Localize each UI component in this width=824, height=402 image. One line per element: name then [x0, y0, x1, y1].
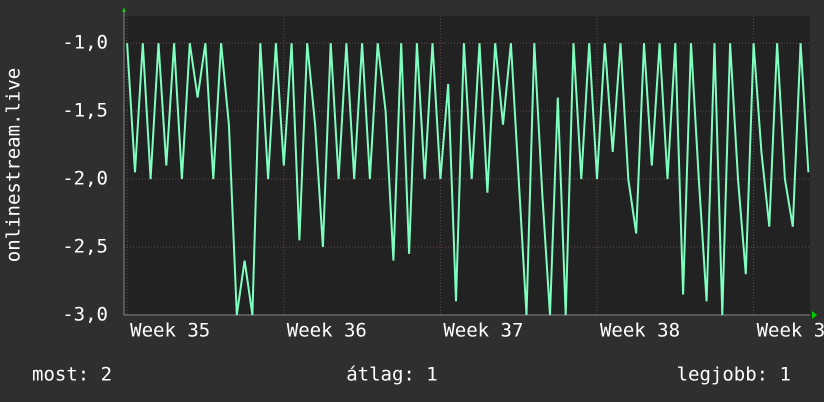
data-line [126, 43, 810, 316]
x-tick-label: Week 38 [600, 320, 680, 342]
y-axis-label: onlinestream.live [3, 68, 25, 262]
y-tick-label: -3,0 [62, 304, 108, 326]
x-axis-arrow [812, 311, 817, 319]
footer-average: átlag: 1 [346, 364, 438, 386]
x-tick-label: Week 39 [757, 320, 824, 342]
x-tick-label: Week 37 [443, 320, 523, 342]
y-tick-label: -1,5 [62, 100, 108, 122]
footer-current: most: 2 [32, 364, 112, 386]
y-tick-label: -2,0 [62, 168, 108, 190]
x-tick-label: Week 35 [130, 320, 210, 342]
footer-best: legjobb: 1 [677, 364, 791, 386]
y-tick-label: -1,0 [62, 32, 108, 54]
plot-area [124, 16, 810, 315]
x-tick-label: Week 36 [287, 320, 367, 342]
y-tick-label: -2,5 [62, 236, 108, 258]
y-axis-arrow [122, 7, 126, 12]
